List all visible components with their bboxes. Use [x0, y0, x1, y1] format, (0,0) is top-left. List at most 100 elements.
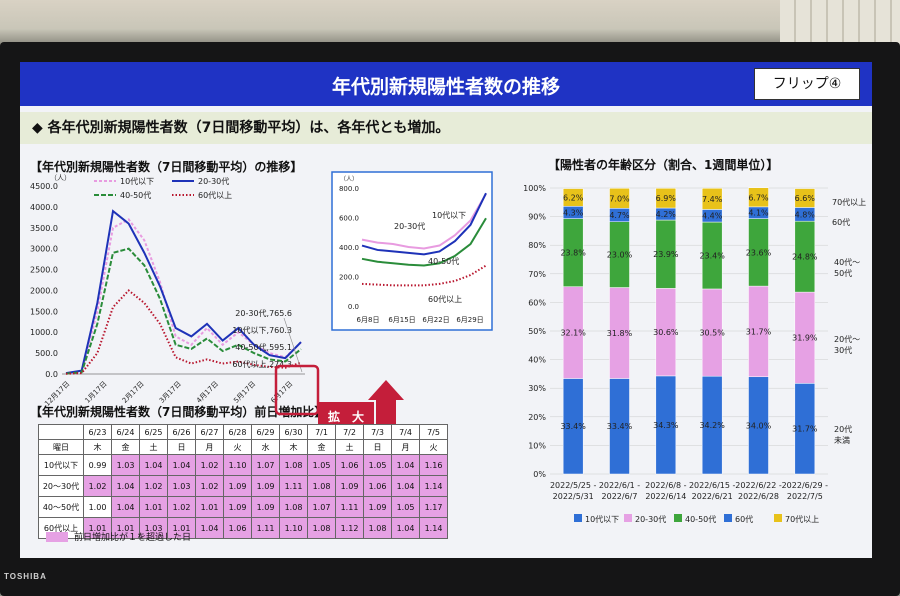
bar-value-label: 23.8% — [560, 249, 586, 258]
value-annotation: 20-30代,765.6 — [235, 308, 292, 318]
legend-swatch — [624, 514, 632, 522]
ratio-cell: 1.02 — [167, 496, 196, 518]
weekday-header: 土 — [335, 439, 364, 455]
y-tick-label: 0% — [533, 470, 546, 479]
legend-label: 60代以上 — [198, 190, 232, 200]
ratio-cell: 1.04 — [195, 517, 224, 539]
y-tick-label: 0.0 — [45, 370, 58, 379]
date-header: 7/2 — [335, 424, 364, 440]
bar-value-label: 4.8% — [795, 210, 816, 219]
legend-label: 40-50代 — [685, 514, 716, 524]
x-tick-label: 6月15日 — [388, 316, 415, 324]
weekday-label: 曜日 — [38, 439, 84, 455]
category-label: 2022/6/8 - — [645, 481, 686, 490]
category-label: 2022/6/1 - — [599, 481, 640, 490]
x-tick-label: 6月29日 — [456, 316, 483, 324]
zoom-series-line — [361, 192, 487, 256]
date-header: 6/28 — [223, 424, 252, 440]
line-chart-title: 【年代別新規陽性者数（7日間移動平均）の推移】 — [30, 160, 303, 174]
y-tick-label: 80% — [528, 241, 546, 250]
y-tick-label: 0.0 — [348, 303, 359, 311]
legend-label: 10代以下 — [120, 176, 154, 186]
ratio-cell: 1.03 — [139, 517, 168, 539]
ratio-cell: 1.16 — [419, 454, 448, 476]
ratio-cell: 1.09 — [223, 496, 252, 518]
legend-swatch — [774, 514, 782, 522]
ratio-cell: 1.02 — [195, 454, 224, 476]
bar-value-label: 23.9% — [653, 250, 679, 259]
bar-value-label: 34.0% — [746, 421, 772, 430]
ratio-cell: 1.04 — [391, 454, 420, 476]
bar-value-label: 33.4% — [560, 422, 586, 431]
value-annotation: 40-50代,595.1 — [235, 342, 292, 352]
date-header: 7/3 — [363, 424, 392, 440]
x-tick-label: 6月8日 — [357, 316, 380, 324]
bar-value-label: 33.4% — [607, 422, 633, 431]
ratio-cell: 1.08 — [307, 517, 336, 539]
weekday-row: 曜日木金土日月火水木金土日月火 — [38, 439, 448, 455]
annotation-leader — [283, 317, 303, 373]
segment-label: 40代～ — [834, 257, 860, 267]
y-tick-label: 60% — [528, 298, 546, 307]
bar-value-label: 4.3% — [563, 208, 584, 217]
legend-swatch — [574, 514, 582, 522]
row-label: 10代以下 — [38, 454, 84, 476]
date-header: 6/25 — [139, 424, 168, 440]
date-header: 6/24 — [111, 424, 140, 440]
bar-segment — [794, 188, 816, 208]
bar-value-label: 6.9% — [656, 194, 677, 203]
zoom-series-label: 20-30代 — [394, 221, 425, 231]
ratio-cell: 1.09 — [251, 475, 280, 497]
x-tick-label: 1月17日 — [84, 380, 109, 405]
bar-value-label: 30.6% — [653, 328, 679, 337]
ratio-cell: 1.03 — [167, 475, 196, 497]
ratio-cell: 1.04 — [391, 475, 420, 497]
bar-chart-title: 【陽性者の年齢区分（割合、1週間単位）】 — [548, 158, 779, 172]
bar-segment — [562, 188, 584, 207]
date-header: 6/26 — [167, 424, 196, 440]
legend-label: 40-50代 — [120, 190, 151, 200]
zoom-series-label: 60代以上 — [428, 294, 462, 304]
category-label: 2022/6/7 — [602, 492, 638, 501]
category-label: 2022/7/5 — [787, 492, 823, 501]
weekday-header: 月 — [195, 439, 224, 455]
ratio-cell: 1.09 — [251, 496, 280, 518]
category-label: 2022/6/21 — [692, 492, 733, 501]
category-label: 2022/5/25 - — [550, 481, 597, 490]
y-tick-label: 1000.0 — [30, 328, 58, 337]
bar-value-label: 7.4% — [702, 195, 723, 204]
legend-label: 20-30代 — [635, 514, 666, 524]
series-line — [65, 209, 302, 375]
zoom-series-line — [361, 193, 487, 250]
y-tick-label: 1500.0 — [30, 307, 58, 316]
weekday-header: 月 — [391, 439, 420, 455]
ratio-cell: 1.09 — [363, 496, 392, 518]
ratio-cell: 1.04 — [111, 475, 140, 497]
ratio-cell: 1.06 — [335, 454, 364, 476]
y-tick-label: 2000.0 — [30, 286, 58, 295]
y-unit: （人） — [50, 174, 71, 182]
legend-swatch — [674, 514, 682, 522]
weekday-header: 火 — [419, 439, 448, 455]
ratio-cell: 1.08 — [279, 496, 308, 518]
ratio-cell: 0.99 — [83, 454, 112, 476]
bar-value-label: 4.7% — [609, 211, 630, 220]
legend-swatch — [724, 514, 732, 522]
bar-value-label: 30.5% — [699, 329, 725, 338]
bar-value-label: 23.4% — [699, 251, 725, 260]
y-tick-label: 4500.0 — [30, 182, 58, 191]
y-tick-label: 500.0 — [35, 349, 58, 358]
y-unit: （人） — [340, 176, 358, 183]
category-label: 2022/6/29 - — [782, 481, 829, 490]
ratio-cell: 1.01 — [83, 517, 112, 539]
y-tick-label: 3000.0 — [30, 245, 58, 254]
ratio-cell: 1.01 — [139, 496, 168, 518]
bar-value-label: 6.2% — [563, 193, 584, 202]
segment-label: 30代 — [834, 345, 852, 355]
x-tick-label: 3月17日 — [158, 380, 183, 405]
bar-value-label: 4.1% — [748, 209, 769, 218]
bar-segment — [748, 187, 769, 208]
title-bar: 年代別新規陽性者数の推移 フリップ④ — [20, 62, 872, 106]
ratio-cell: 1.11 — [335, 496, 364, 518]
series-line — [65, 289, 302, 375]
